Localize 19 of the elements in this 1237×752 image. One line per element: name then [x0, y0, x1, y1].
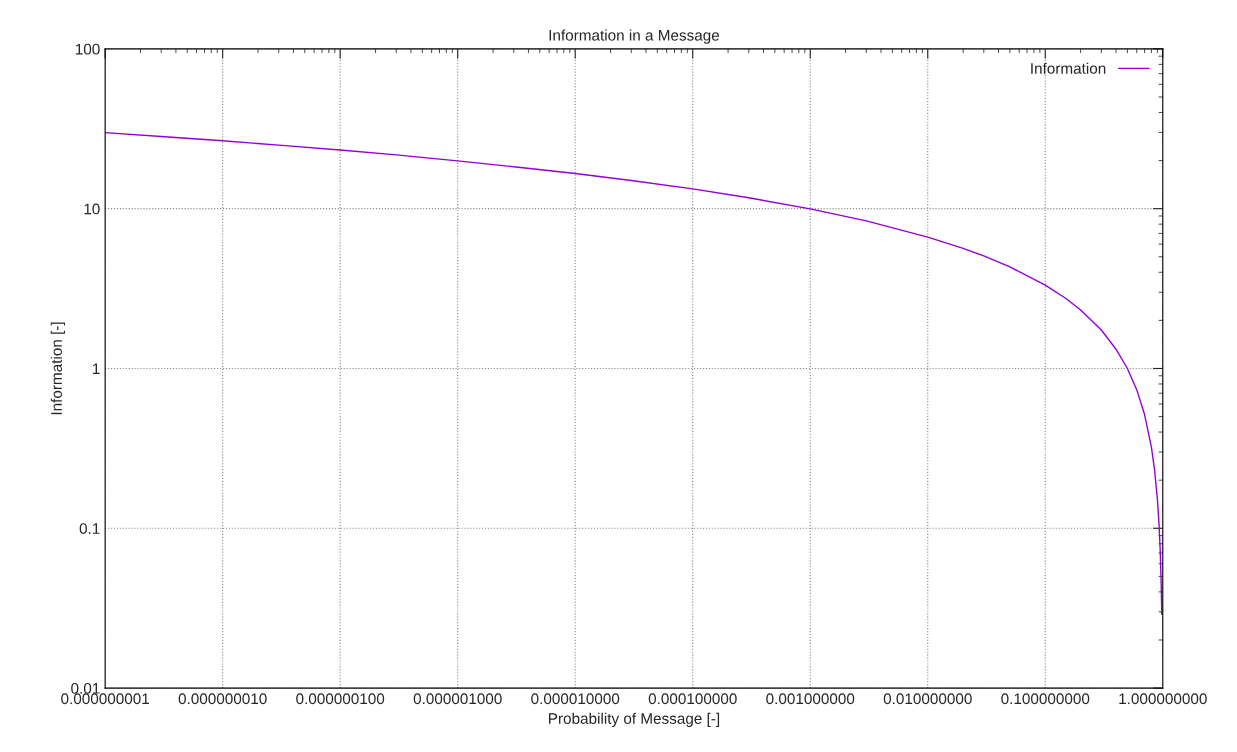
- x-tick-label: 0.010000000: [883, 693, 972, 705]
- x-tick-label: 0.000100000: [648, 693, 737, 705]
- x-tick-label: 0.100000000: [1001, 693, 1090, 705]
- x-tick-label: 0.000000010: [178, 693, 267, 705]
- y-tick-label: 10: [84, 203, 100, 215]
- y-tick-label: 1: [92, 363, 100, 375]
- y-tick-label: 0.1: [79, 523, 100, 534]
- x-tick-label: 0.000000100: [296, 693, 385, 705]
- x-axis-title: Probability of Message [-]: [549, 712, 720, 727]
- x-tick-label: 0.000010000: [531, 693, 620, 705]
- x-tick-label: 1.000000000: [1119, 693, 1207, 705]
- legend-label: Information: [1031, 62, 1106, 74]
- chart-title: Information in a Message: [549, 29, 720, 44]
- y-tick-label: 100: [75, 43, 100, 55]
- y-axis-title: Information [-]: [50, 322, 65, 415]
- x-tick-label: 0.000000001: [61, 693, 150, 705]
- x-tick-label: 0.001000000: [766, 693, 855, 705]
- x-tick-label: 0.000001000: [413, 693, 502, 705]
- y-tick-label: 0.01: [71, 682, 100, 694]
